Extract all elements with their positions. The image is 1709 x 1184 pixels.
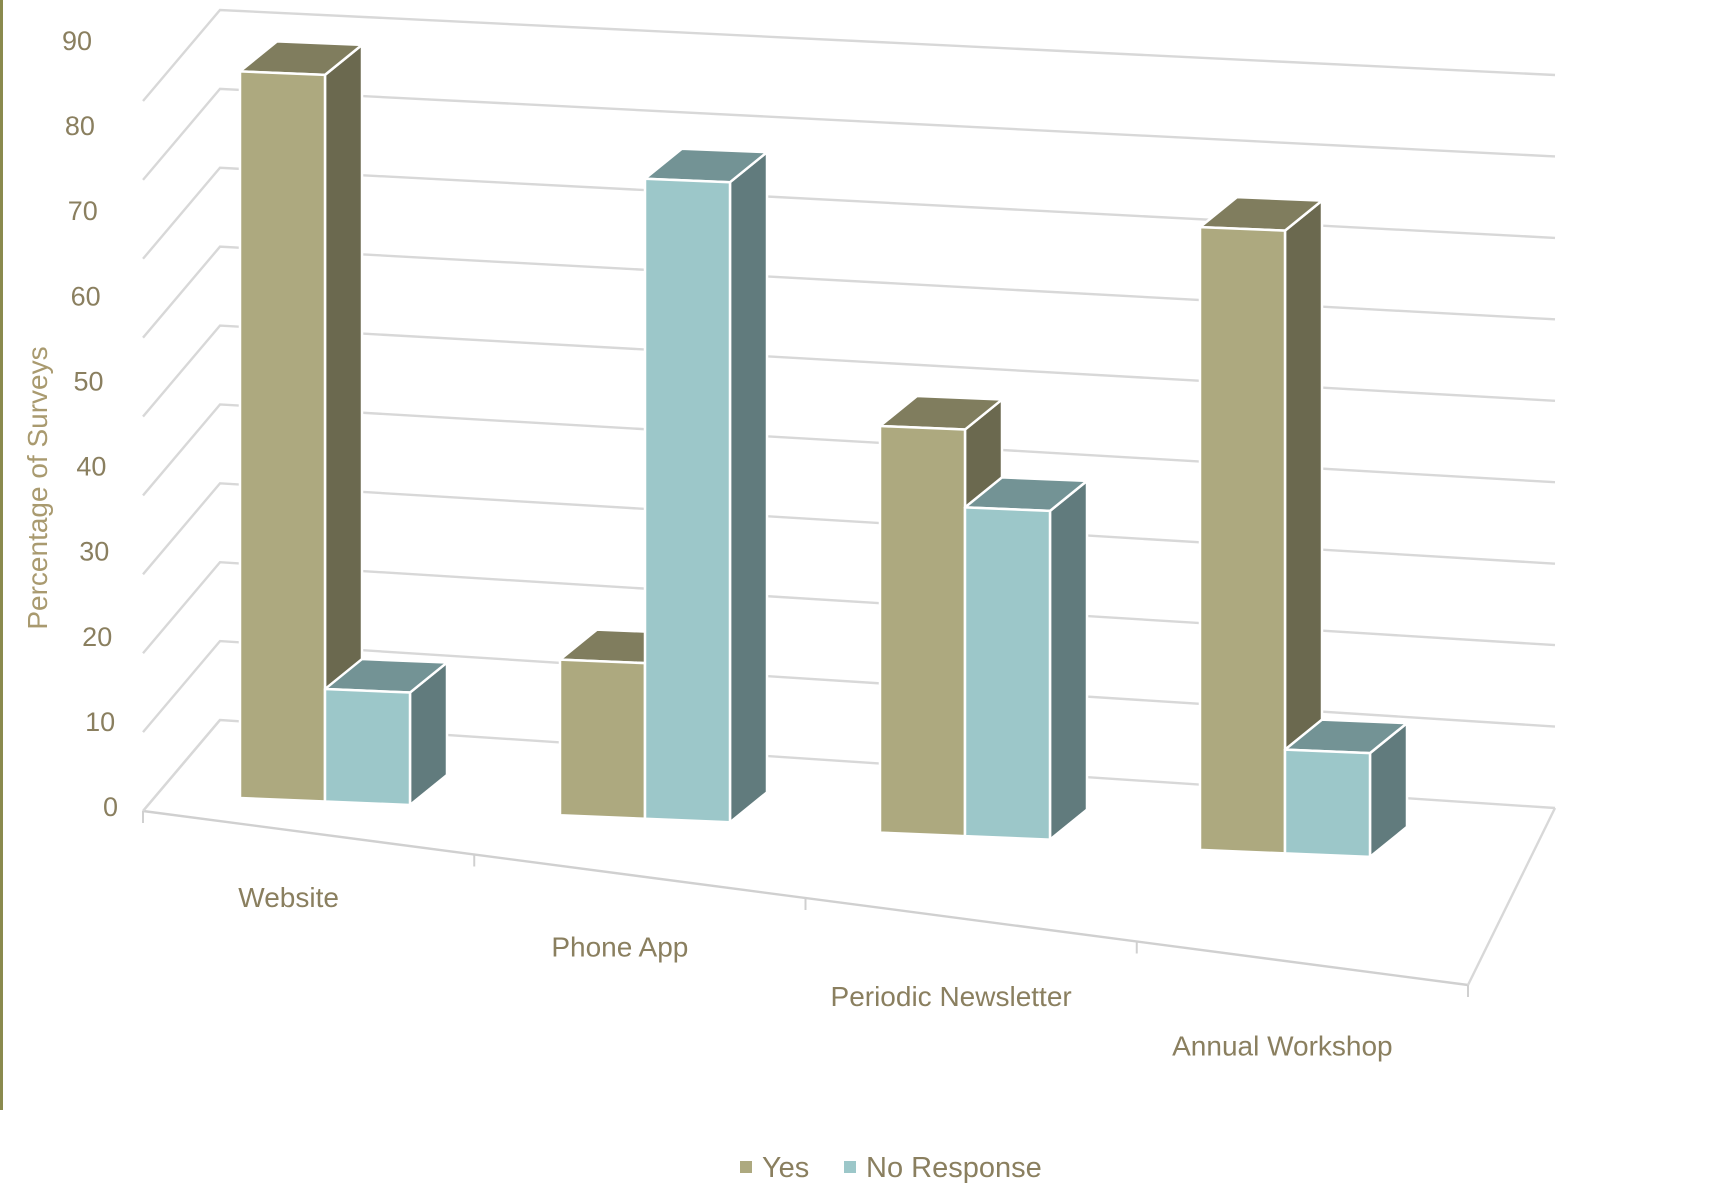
y-axis-tick-labels: 0 10 20 30 40 50 60 70 80 90 [62, 26, 118, 822]
legend-swatch-no-response [844, 1161, 856, 1173]
bar-no-response-website [323, 657, 449, 807]
y-axis-title: Percentage of Surveys [22, 346, 53, 629]
bar-front-face [878, 424, 967, 838]
bar-front-face [238, 70, 327, 803]
bar-yes-website [238, 40, 364, 803]
y-tick-label: 90 [62, 26, 92, 56]
axis-lines [142, 719, 1557, 997]
bar-side-face [1048, 479, 1089, 841]
gridlines [142, 8, 1556, 812]
y-tick-label: 40 [76, 452, 106, 482]
category-label-periodic-newsletter: Periodic Newsletter [831, 981, 1072, 1012]
gridline [142, 87, 1556, 181]
legend-label-no-response: No Response [866, 1152, 1042, 1184]
bar-front-face [963, 506, 1052, 841]
gridline [142, 482, 1556, 576]
category-label-phone-app: Phone App [551, 931, 688, 962]
legend: Yes No Response [740, 1152, 1042, 1184]
gridline [142, 8, 1556, 102]
bar-yes-annual-workshop [1198, 195, 1324, 855]
bar-no-response-periodic-newsletter [963, 476, 1089, 841]
gridline [142, 639, 1556, 733]
gridline [142, 245, 1556, 339]
y-tick-label: 60 [71, 281, 101, 311]
floor-left-edge [142, 719, 221, 812]
gridline [142, 324, 1556, 418]
y-tick-label: 20 [82, 622, 112, 652]
gridline [142, 560, 1556, 654]
bar-front-face [1198, 225, 1287, 855]
legend-swatch-yes [740, 1161, 752, 1173]
bar-front-face [323, 687, 412, 807]
left-border-rule [0, 0, 3, 1110]
bar-front-face [1283, 748, 1372, 859]
bar-side-face [728, 150, 769, 824]
category-label-annual-workshop: Annual Workshop [1172, 1030, 1393, 1061]
bars [238, 40, 1409, 859]
y-tick-label: 50 [74, 366, 104, 396]
gridline [142, 403, 1556, 497]
category-labels: Website Phone App Periodic Newsletter Annua… [238, 882, 1392, 1062]
y-tick-label: 70 [68, 196, 98, 226]
y-tick-label: 0 [103, 792, 118, 822]
bar-front-face [558, 658, 647, 821]
gridline [142, 166, 1556, 260]
bar-no-response-phone-app [643, 147, 769, 824]
legend-label-yes: Yes [762, 1152, 809, 1184]
y-tick-label: 30 [79, 537, 109, 567]
y-tick-label: 10 [85, 707, 115, 737]
y-tick-label: 80 [65, 111, 95, 141]
category-label-website: Website [238, 882, 339, 913]
bar-front-face [643, 177, 732, 824]
bar-no-response-annual-workshop [1283, 718, 1409, 859]
floor-right-edge [1466, 807, 1557, 986]
